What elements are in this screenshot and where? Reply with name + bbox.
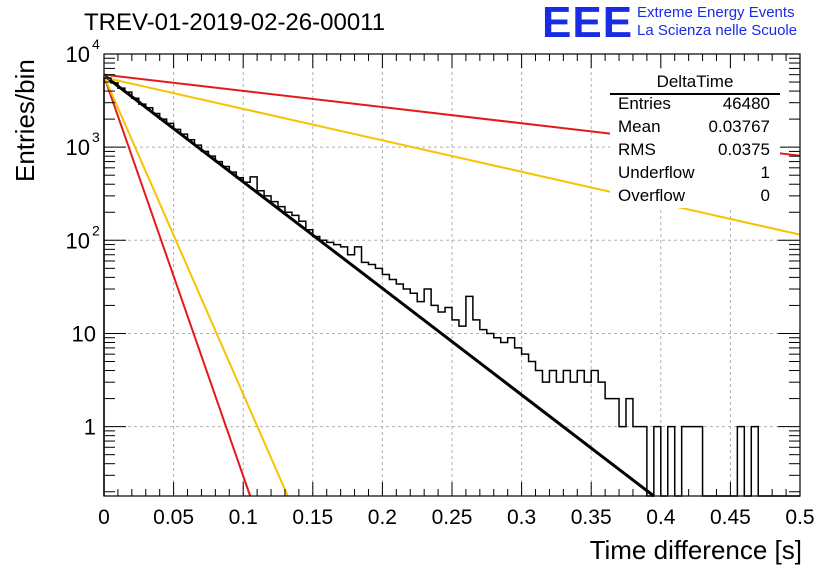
stats-row-mean: Mean 0.03767 xyxy=(618,117,770,139)
fit-line-4 xyxy=(103,76,801,236)
fit-line-3 xyxy=(103,75,289,497)
stats-label: Overflow xyxy=(618,186,686,205)
logo-tagline-1: Extreme Energy Events xyxy=(637,4,795,21)
x-tick-label: 0.05 xyxy=(153,506,194,529)
y-axis-title-wrap: Entries/bin xyxy=(6,59,42,212)
chart-title: TREV-01-2019-02-26-00011 xyxy=(84,9,386,36)
stats-value: 0 xyxy=(760,186,770,205)
fit-line-1 xyxy=(103,74,655,498)
stats-row-overflow: Overflow 0 xyxy=(618,186,770,208)
logo-tagline-2: La Scienza nelle Scuole xyxy=(637,22,798,39)
x-tick-label: 0.1 xyxy=(229,506,258,529)
y-tick-label: 10 xyxy=(66,135,90,160)
x-axis-title: Time difference [s] xyxy=(589,535,802,565)
stats-value: 46480 xyxy=(722,94,770,113)
x-tick-label: 0.35 xyxy=(571,506,612,529)
y-tick-label: 10 xyxy=(72,321,96,346)
x-tick-label: 0.15 xyxy=(292,506,333,529)
y-tick-label: 1 xyxy=(84,415,96,440)
fit-line-2 xyxy=(103,75,252,497)
stats-label: RMS xyxy=(618,140,656,159)
x-tick-label: 0.4 xyxy=(646,506,676,529)
x-tick-label: 0.3 xyxy=(507,506,536,529)
y-tick-label: 10 xyxy=(66,42,90,67)
y-tick-exponent: 2 xyxy=(92,222,100,238)
eee-logo: EEE Extreme Energy Events La Scienza nel… xyxy=(542,1,836,45)
stats-value: 1 xyxy=(760,163,770,182)
stats-label: Underflow xyxy=(618,163,695,182)
stats-value: 0.03767 xyxy=(708,117,770,136)
y-tick-exponent: 3 xyxy=(92,129,100,145)
stats-row-entries: Entries 46480 xyxy=(618,94,770,116)
stats-value: 0.0375 xyxy=(718,140,770,159)
stats-row-rms: RMS 0.0375 xyxy=(618,140,770,162)
y-axis-title: Entries/bin xyxy=(10,59,40,182)
y-tick-label: 10 xyxy=(66,228,90,253)
x-tick-label: 0 xyxy=(98,506,110,529)
x-tick-label: 0.25 xyxy=(432,506,473,529)
x-axis-ticks: 0 0.05 0.1 0.15 0.2 0.25 0.3 0.35 0.4 0.45 0.5 xyxy=(98,54,815,529)
stats-label: Mean xyxy=(618,117,661,136)
x-tick-label: 0.5 xyxy=(785,506,814,529)
stats-row-underflow: Underflow 1 xyxy=(618,163,770,185)
stats-title: DeltaTime xyxy=(610,72,780,95)
stats-box: DeltaTime Entries 46480 Mean 0.03767 RMS… xyxy=(610,72,780,208)
y-tick-exponent: 4 xyxy=(92,36,100,52)
stats-label: Entries xyxy=(618,94,671,113)
x-tick-label: 0.2 xyxy=(368,506,397,529)
logo-mark: EEE xyxy=(542,0,634,47)
x-tick-label: 0.45 xyxy=(710,506,751,529)
